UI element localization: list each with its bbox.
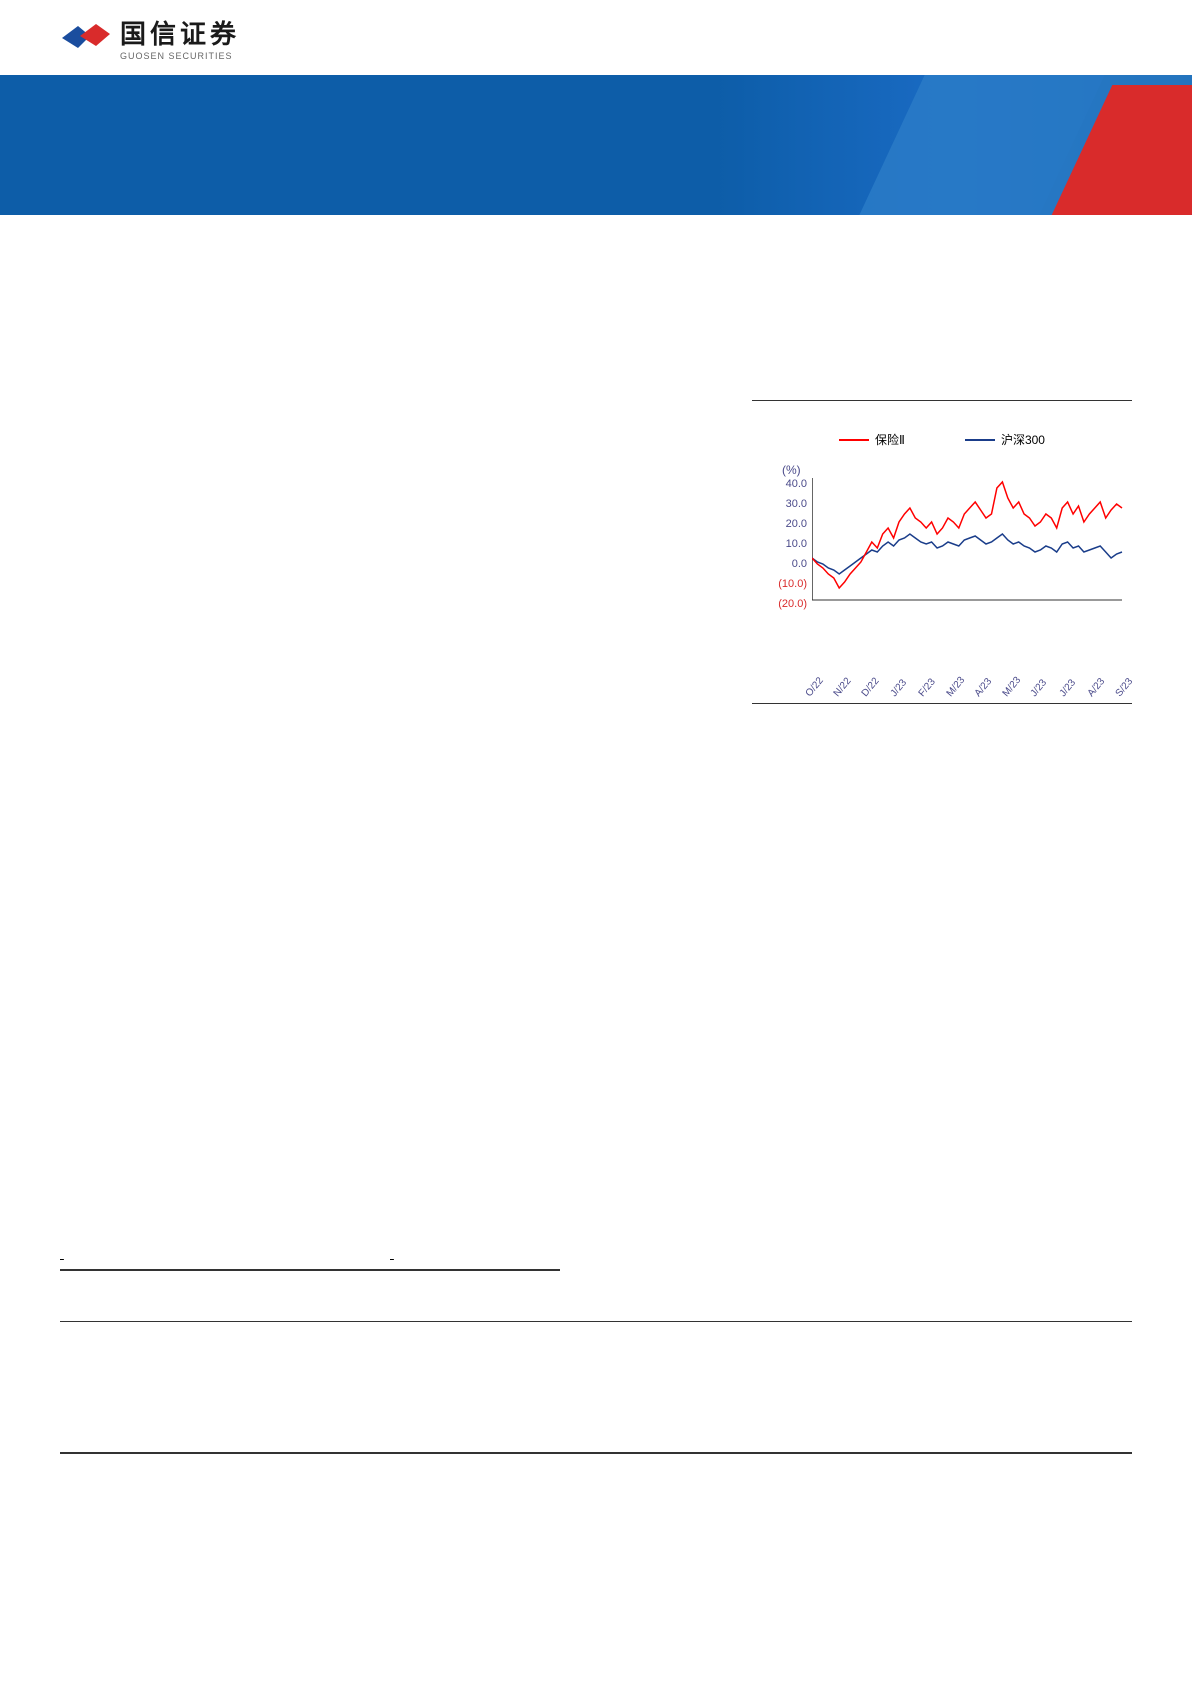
header: 国信证券 GUOSEN SECURITIES <box>0 0 1192 75</box>
banner <box>0 75 1192 215</box>
legend-label: 保险Ⅱ <box>875 431 905 448</box>
chart-section: 保险Ⅱ 沪深300 (%) 40.0 30.0 20.0 10.0 0.0 (10.0) (… <box>752 400 1132 704</box>
y-axis-unit: (%) <box>782 463 801 477</box>
x-tick-label: A/23 <box>1085 676 1107 699</box>
main-column <box>60 255 712 1155</box>
x-tick-label: O/22 <box>804 675 826 699</box>
chart-legend: 保险Ⅱ 沪深300 <box>752 431 1132 448</box>
x-tick-label: J/23 <box>888 677 909 699</box>
x-tick-label: J/23 <box>1057 677 1078 699</box>
chart-plot <box>812 478 1127 608</box>
x-tick-label: D/22 <box>860 676 882 699</box>
y-tick-label: 30.0 <box>767 498 807 510</box>
x-tick-label: A/23 <box>973 676 995 699</box>
table-rule-bottom <box>60 1452 1132 1454</box>
chart-container: (%) 40.030.020.010.00.0(10.0)(20.0) O/22… <box>752 463 1132 683</box>
legend-item-csi300: 沪深300 <box>965 431 1045 448</box>
x-tick-label: S/23 <box>1114 676 1136 699</box>
logo-name-en: GUOSEN SECURITIES <box>120 51 240 61</box>
y-tick-label: 0.0 <box>767 558 807 570</box>
y-tick-label: (20.0) <box>767 598 807 610</box>
chart-bottom-rule <box>752 703 1132 704</box>
est-blank-1 <box>60 1245 360 1261</box>
legend-line-icon <box>965 439 995 441</box>
logo-icon <box>60 18 112 58</box>
x-tick-label: J/23 <box>1029 677 1050 699</box>
x-tick-label: M/23 <box>944 675 967 699</box>
legend-line-icon <box>839 439 869 441</box>
legend-item-insurance: 保险Ⅱ <box>839 431 905 448</box>
x-tick-label: M/23 <box>1001 675 1024 699</box>
logo-name-cn: 国信证券 <box>120 14 240 51</box>
y-tick-label: 10.0 <box>767 538 807 550</box>
logo: 国信证券 GUOSEN SECURITIES <box>60 14 240 61</box>
chart-line <box>812 482 1122 588</box>
y-tick-label: 20.0 <box>767 518 807 530</box>
content: 保险Ⅱ 沪深300 (%) 40.0 30.0 20.0 10.0 0.0 (10.0) (… <box>0 215 1192 1185</box>
x-tick-label: F/23 <box>916 677 937 699</box>
y-tick-label: 40.0 <box>767 478 807 490</box>
x-tick-label: N/22 <box>832 676 854 699</box>
legend-label: 沪深300 <box>1001 431 1045 448</box>
chart-line <box>812 534 1122 574</box>
side-column: 保险Ⅱ 沪深300 (%) 40.0 30.0 20.0 10.0 0.0 (10.0) (… <box>752 255 1132 1155</box>
bottom-section <box>0 1245 1192 1454</box>
est-blank-2 <box>390 1245 470 1261</box>
key-estimates <box>60 1245 1132 1454</box>
y-tick-label: (10.0) <box>767 578 807 590</box>
